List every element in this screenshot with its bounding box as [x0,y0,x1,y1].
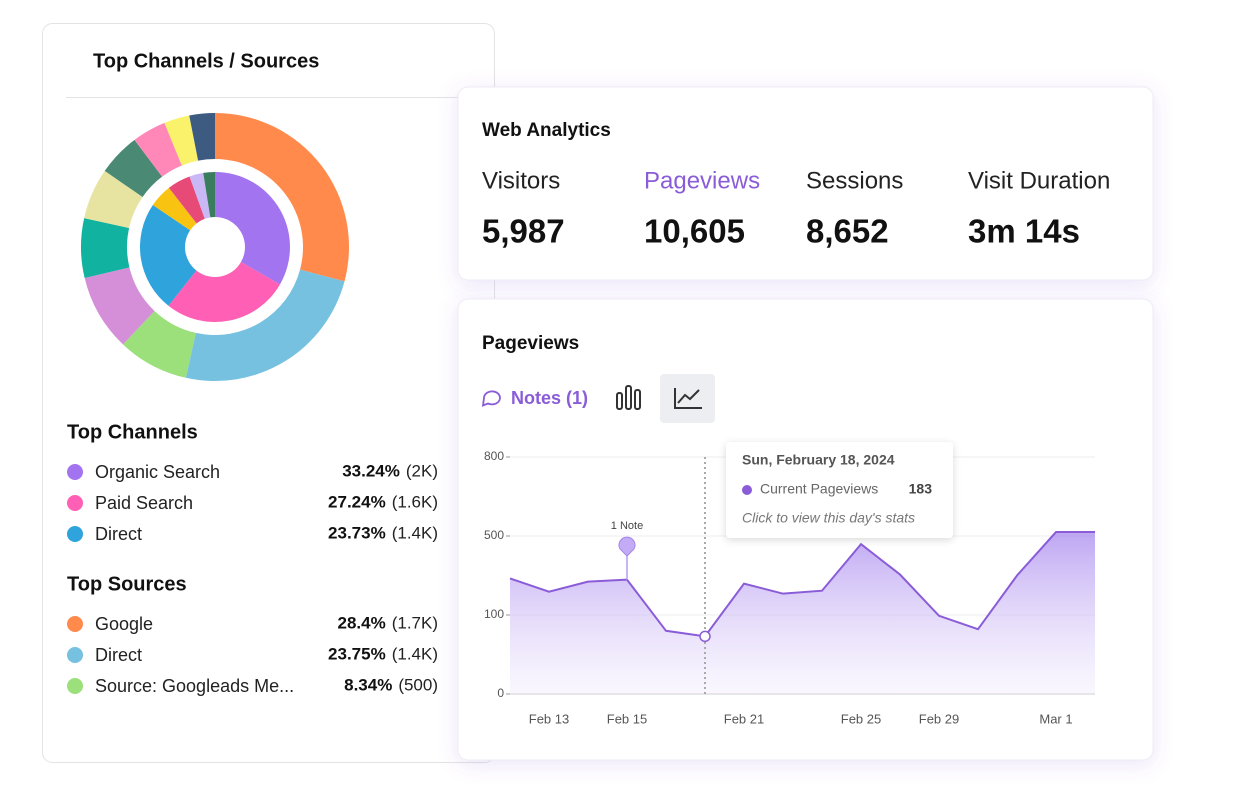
hover-point [699,630,711,643]
donut-slice [185,269,345,382]
donut-slice [81,218,130,279]
legend-percent: 28.4% [338,613,386,632]
notes-label[interactable]: Notes (1) [511,388,588,408]
donut-slice [139,205,197,306]
y-tick-label: 500 [484,528,504,542]
metric-value: 5,987 [482,213,565,250]
y-tick-label: 100 [484,607,504,621]
legend-label: Organic Search [95,462,220,482]
line [509,531,1095,638]
legend-percent: 27.24% [328,492,386,511]
metric-value: 8,652 [806,213,889,250]
analytics-card [457,86,1154,281]
x-tick-label: Feb 21 [724,711,764,726]
legend-count: (1.6K) [392,492,438,511]
legend-count: (1.4K) [392,523,438,542]
tooltip: Sun, February 18, 2024 Current Pageviews 1… [726,442,953,538]
card-title: Top Channels / Sources [93,50,319,72]
legend-count: (1.7K) [392,613,438,632]
donut-slice [215,172,290,285]
area [510,532,1095,694]
legend-dot [67,678,83,694]
donut-slice [164,115,199,166]
line-view-button[interactable] [660,374,715,423]
card-title: Pageviews [482,333,579,354]
button-bg[interactable] [660,374,715,423]
legend-label: Direct [95,524,142,544]
legend-dot [67,526,83,542]
metric-value: 10,605 [644,213,745,250]
line-icon [674,388,702,409]
tooltip-series: Current Pageviews [760,481,878,497]
tooltip-hint: Click to view this day's stats [742,510,915,526]
donut-slice [189,172,211,219]
donut-slice [168,176,205,224]
donut-slice [84,170,143,229]
donut-slice [122,310,196,378]
legend-percent: 33.24% [342,461,400,480]
metric-value: 3m 14s [968,213,1080,250]
x-tick-label: Feb 29 [919,711,959,726]
note-pin [618,536,636,557]
y-tick-label: 0 [497,686,504,700]
legend-label: Google [95,614,153,634]
donut-slice [104,139,163,198]
notes-icon [481,390,501,407]
donut-slice [168,262,280,322]
y-tick-label: 800 [484,449,504,463]
metric-label: Visit Duration [968,167,1110,194]
tooltip-bg [726,442,953,538]
note-label: 1 Note [611,520,643,532]
donut-slice [152,187,197,231]
legend-percent: 8.34% [344,675,392,694]
x-tick-label: Feb 13 [529,711,569,726]
tooltip-date: Sun, February 18, 2024 [742,452,895,468]
legend-label: Direct [95,645,142,665]
card-title: Web Analytics [482,120,611,141]
bar-view-button[interactable] [616,385,641,410]
donut-slice [134,122,182,177]
x-tick-label: Mar 1 [1039,711,1072,726]
legend-dot [67,495,83,511]
icon-bar [625,385,632,410]
legend-count: (2K) [406,461,438,480]
legend-dot [67,616,83,632]
legend-label: Source: Googleads Me... [95,676,294,696]
metric-label: Sessions [806,167,903,194]
donut-slice [203,172,215,218]
x-tick-label: Feb 25 [841,711,881,726]
tooltip-value: 183 [909,481,933,497]
legend-heading: Top Sources [67,573,187,595]
metric-label: Visitors [482,167,560,194]
legend-count: (500) [398,675,438,694]
notes-button[interactable]: Notes (1) [481,388,588,408]
icon-bar [634,389,641,410]
legend-dot [67,464,83,480]
donut-slice [215,113,349,282]
tooltip-dot [742,485,752,495]
metric-label: Pageviews [644,167,760,194]
legend-heading: Top Channels [67,421,198,443]
legend-dot [67,647,83,663]
legend-count: (1.4K) [392,644,438,663]
donut-slice [84,267,155,345]
x-tick-label: Feb 15 [607,711,647,726]
legend-percent: 23.73% [328,523,386,542]
legend-label: Paid Search [95,493,193,513]
icon-bar [616,392,623,410]
donut-slice [189,113,215,161]
legend-percent: 23.75% [328,644,386,663]
